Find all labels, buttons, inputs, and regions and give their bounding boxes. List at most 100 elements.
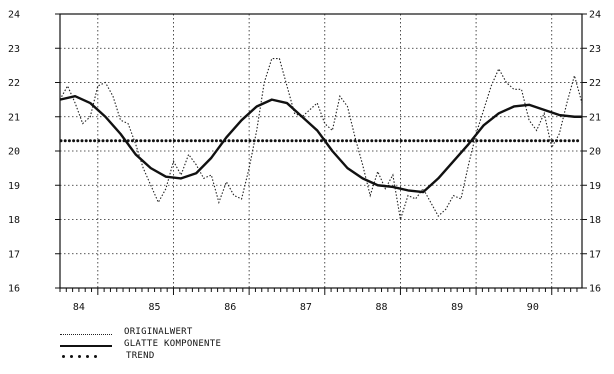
trend-point <box>513 139 517 143</box>
legend-swatch-dots <box>60 352 114 360</box>
trend-point <box>534 139 538 143</box>
y-tick-label-left: 24 <box>8 10 20 21</box>
trend-point <box>185 139 189 143</box>
trend-point <box>370 139 374 143</box>
trend-point <box>332 139 336 143</box>
x-tick-label: 84 <box>73 302 85 313</box>
axes: 16 16 17 17 18 18 19 19 20 20 21 21 22 22 23 23 24 24 84 85… <box>8 10 601 314</box>
trend-point <box>324 139 328 143</box>
trend-point <box>576 139 580 143</box>
trend-point <box>277 139 281 143</box>
trend-point <box>80 139 84 143</box>
trend-point <box>353 139 357 143</box>
trend-point <box>240 139 244 143</box>
trend-point <box>303 139 307 143</box>
y-tick-label-right: 19 <box>589 181 601 192</box>
trend-point <box>67 139 71 143</box>
trend-point <box>202 139 206 143</box>
trend-point <box>214 139 218 143</box>
trend-point <box>311 139 315 143</box>
trend-point <box>147 139 151 143</box>
trend-point <box>219 139 223 143</box>
legend-swatch-solid <box>60 341 112 347</box>
trend-point <box>235 139 239 143</box>
trend-point <box>198 139 202 143</box>
trend-point <box>206 139 210 143</box>
trend-point <box>563 139 567 143</box>
trend-point <box>286 139 290 143</box>
x-tick-label: 85 <box>149 302 161 313</box>
trend-point <box>466 139 470 143</box>
trend-point <box>525 139 529 143</box>
x-tick-label: 87 <box>300 302 312 313</box>
trend-point <box>126 139 130 143</box>
trend-point <box>72 139 76 143</box>
chart: 16 16 17 17 18 18 19 19 20 20 21 21 22 22 23 23 24 24 84 85… <box>8 10 601 314</box>
trend-point <box>160 139 164 143</box>
trend-point <box>63 139 67 143</box>
trend-point <box>462 139 466 143</box>
trend-point <box>130 139 134 143</box>
y-tick-label-right: 22 <box>589 78 601 89</box>
trend-point <box>408 139 412 143</box>
y-tick-label-left: 19 <box>8 181 20 192</box>
y-tick-label-left: 23 <box>8 44 20 55</box>
legend-swatch-dotted <box>60 329 112 335</box>
trend-point <box>177 139 181 143</box>
legend-item-original: ORIGINALWERT <box>60 326 221 338</box>
y-tick-label-right: 17 <box>589 249 601 260</box>
trend-point <box>244 139 248 143</box>
trend-point <box>223 139 227 143</box>
trend-point <box>458 139 462 143</box>
trend-point <box>450 139 454 143</box>
trend-point <box>156 139 160 143</box>
y-tick-label-right: 21 <box>589 112 601 123</box>
y-tick-label-left: 18 <box>8 215 20 226</box>
trend-point <box>349 139 353 143</box>
trend-point <box>529 139 533 143</box>
y-tick-label-right: 20 <box>589 147 601 158</box>
trend-point <box>172 139 176 143</box>
trend-point <box>345 139 349 143</box>
trend-point <box>546 139 550 143</box>
trend-point <box>319 139 323 143</box>
legend-label: ORIGINALWERT <box>124 327 193 337</box>
trend-point <box>504 139 508 143</box>
trend-point <box>164 139 168 143</box>
trend-point <box>227 139 231 143</box>
trend-point <box>114 139 118 143</box>
trend-point <box>248 139 252 143</box>
trend-point <box>151 139 155 143</box>
legend-label: TREND <box>126 351 155 361</box>
trend-point <box>412 139 416 143</box>
trend-point <box>487 139 491 143</box>
trend-point <box>571 139 575 143</box>
trend-point <box>550 139 554 143</box>
trend-point <box>542 139 546 143</box>
y-tick-label-left: 21 <box>8 112 20 123</box>
trend-point <box>420 139 424 143</box>
series-group <box>59 57 583 220</box>
legend-label: GLATTE KOMPONENTE <box>124 339 222 349</box>
trend-point <box>567 139 571 143</box>
trend-point <box>454 139 458 143</box>
trend-point <box>538 139 542 143</box>
trend-point <box>479 139 483 143</box>
trend-point <box>471 139 475 143</box>
trend-point <box>265 139 269 143</box>
trend-point <box>496 139 500 143</box>
trend-point <box>307 139 311 143</box>
trend-point <box>294 139 298 143</box>
trend-point <box>437 139 441 143</box>
trend-point <box>366 139 370 143</box>
trend-point <box>193 139 197 143</box>
trend-point <box>109 139 113 143</box>
trend-point <box>93 139 97 143</box>
trend-point <box>336 139 340 143</box>
y-tick-label-right: 24 <box>589 10 601 21</box>
trend-point <box>101 139 105 143</box>
trend-point <box>508 139 512 143</box>
trend-point <box>391 139 395 143</box>
trend-point <box>357 139 361 143</box>
trend-point <box>210 139 214 143</box>
